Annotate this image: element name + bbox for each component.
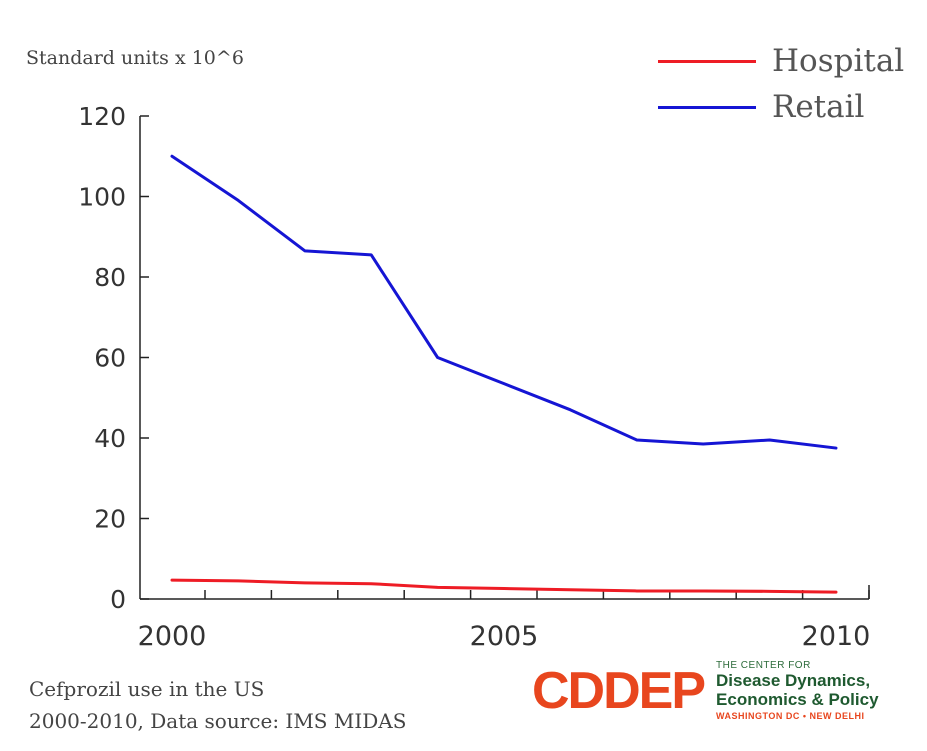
legend-swatch-hospital [658,59,756,63]
y-axis-label: Standard units x 10^6 [26,47,244,69]
x-tick-label: 2010 [802,621,871,652]
x-tick-label: 2000 [138,621,207,652]
legend-label-hospital: Hospital [772,43,905,79]
cddep-logo: CDDEP THE CENTER FOR Disease Dynamics, E… [532,660,879,721]
legend-label-retail: Retail [772,89,865,125]
logo-mark: CDDEP [532,661,706,720]
logo-location: WASHINGTON DC • NEW DELHI [716,711,865,721]
logo-small-text: THE CENTER FOR [716,660,811,671]
legend: Hospital Retail [658,38,904,130]
y-tick-label: 20 [94,505,126,534]
logo-line-1: Disease Dynamics, [716,671,871,690]
axes: 0 20 40 60 80 100 120 2000 2005 2010 [78,102,870,652]
y-tick-label: 0 [110,585,126,614]
caption-line-1: Cefprozil use in the US [29,677,265,701]
series-line-retail [170,154,838,450]
y-tick-label: 100 [78,183,126,212]
caption-line-2: 2000-2010, Data source: IMS MIDAS [29,709,407,733]
y-tick-label: 80 [94,263,126,292]
logo-text: THE CENTER FOR Disease Dynamics, Economi… [716,660,879,721]
x-tick-label: 2005 [470,621,539,652]
y-tick-label: 40 [94,424,126,453]
caption: Cefprozil use in the US 2000-2010, Data … [29,673,406,737]
series-lines [170,154,838,594]
logo-line-2: Economics & Policy [716,690,879,709]
legend-item-retail: Retail [658,84,904,130]
legend-swatch-retail [658,105,756,109]
series-line-hospital [170,578,838,594]
y-tick-label: 120 [78,102,126,131]
legend-item-hospital: Hospital [658,38,904,84]
y-tick-label: 60 [94,344,126,373]
